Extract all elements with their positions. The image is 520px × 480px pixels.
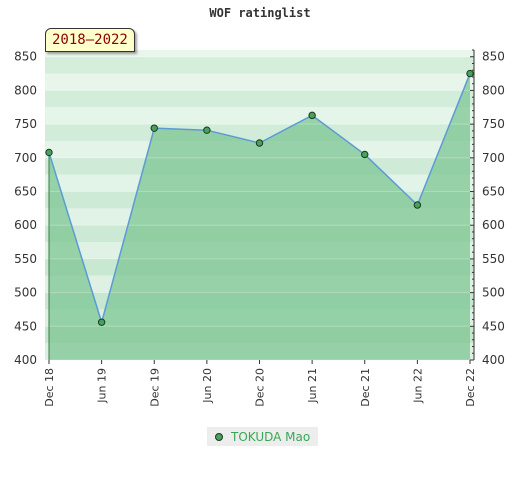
y-tick-label-right: 700 xyxy=(482,151,505,165)
data-point xyxy=(308,111,316,120)
legend-label: TOKUDA Mao xyxy=(231,429,311,444)
y-tick-label-left: 400 xyxy=(14,353,37,367)
y-tick-label-right: 650 xyxy=(482,185,505,199)
legend[interactable]: TOKUDA Mao xyxy=(207,427,319,446)
y-tick-label-left: 550 xyxy=(14,252,37,266)
data-point xyxy=(97,318,106,326)
grid-band xyxy=(45,56,474,74)
data-point xyxy=(466,69,474,78)
legend-marker-icon xyxy=(215,432,223,441)
y-tick-label-left: 850 xyxy=(14,50,37,64)
series-area xyxy=(49,73,470,360)
grid-band xyxy=(45,124,474,141)
x-tick-label: Dec 18 xyxy=(43,368,56,407)
y-tick-label-right: 800 xyxy=(482,83,505,97)
data-point xyxy=(361,150,369,159)
x-tick-label: Dec 21 xyxy=(359,368,372,407)
y-tick-label-left: 800 xyxy=(14,83,37,97)
data-point xyxy=(203,126,211,134)
y-tick-label-right: 750 xyxy=(482,117,505,131)
x-tick-label: Dec 22 xyxy=(464,368,477,407)
grid-band xyxy=(45,73,474,91)
x-tick-label: Dec 20 xyxy=(254,368,267,407)
data-point xyxy=(413,201,422,209)
x-tick-label: Jun 20 xyxy=(201,368,214,404)
y-tick-label-left: 450 xyxy=(14,319,37,333)
y-tick-label-right: 850 xyxy=(482,50,505,64)
x-tick-label: Jun 21 xyxy=(306,368,319,404)
y-tick-label-right: 600 xyxy=(482,218,505,232)
y-tick-label-right: 550 xyxy=(482,252,505,266)
y-tick-label-right: 400 xyxy=(482,353,505,367)
grid-band xyxy=(45,50,474,57)
y-tick-label-left: 750 xyxy=(14,117,37,131)
x-tick-label: Jun 22 xyxy=(411,368,424,404)
y-tick-label-right: 500 xyxy=(482,286,505,300)
data-point xyxy=(45,148,53,157)
y-tick-label-right: 450 xyxy=(482,319,505,333)
y-tick-label-left: 700 xyxy=(14,151,37,165)
y-tick-label-left: 500 xyxy=(14,286,37,300)
x-tick-label: Jun 19 xyxy=(96,368,109,404)
period-badge: 2018–2022 xyxy=(45,28,135,52)
chart-title: WOF ratinglist xyxy=(209,6,311,20)
data-point xyxy=(150,124,158,132)
y-tick-label-left: 600 xyxy=(14,218,37,232)
grid-band xyxy=(45,90,474,108)
x-tick-label: Dec 19 xyxy=(148,368,161,407)
grid-band xyxy=(45,107,474,125)
y-tick-label-left: 650 xyxy=(14,185,37,199)
data-point xyxy=(255,139,264,147)
